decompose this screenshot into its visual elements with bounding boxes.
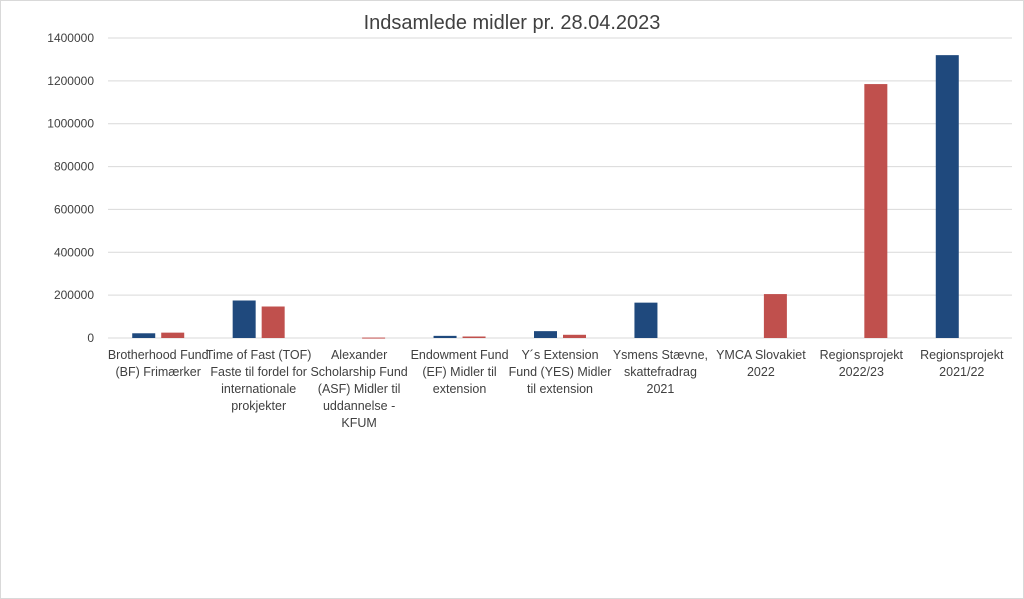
x-category-label-line: Regionsprojekt [820, 348, 904, 362]
bar-series2-8 [864, 84, 888, 338]
y-tick-label: 400000 [54, 245, 94, 259]
bar-series1-2 [232, 300, 256, 338]
bar-series2-7 [763, 294, 787, 338]
y-tick-label: 1200000 [47, 74, 94, 88]
bar-series2-2 [261, 306, 285, 338]
bar-series1-4 [433, 335, 457, 338]
chart-title: Indsamlede midler pr. 28.04.2023 [363, 12, 661, 34]
x-category-label: YMCA Slovakiet 2022 [716, 348, 806, 379]
x-category-label-line: (BF) Frimærker [116, 365, 201, 379]
x-category-label-line: internationale [221, 382, 296, 396]
x-category-label-line: KFUM [341, 416, 376, 430]
y-tick-label: 600000 [54, 202, 94, 216]
x-category-label-line: Brotherhood Fund [108, 348, 209, 362]
x-category-label-line: Time of Fast (TOF) [206, 348, 312, 362]
x-category-label: Ysmens Stævne, skattefradrag 2021 [613, 348, 708, 396]
x-category-label: Regionsprojekt 2021/22 [920, 348, 1004, 379]
x-category-label: Time of Fast (TOF) Faste til fordel for in… [206, 348, 312, 413]
x-category-label-line: prokjekter [231, 399, 286, 413]
x-category-label-line: Ysmens Stævne, [613, 348, 708, 362]
x-category-label-line: 2022 [747, 365, 775, 379]
x-category-label-line: Scholarship Fund [310, 365, 407, 379]
bar-series1-6 [634, 302, 658, 338]
bar-series1-5 [534, 331, 557, 338]
x-category-label: Y´s Extension Fund (YES) Midler til extens… [509, 348, 612, 396]
x-category-label-line: til extension [527, 382, 593, 396]
x-category-label: Alexander Scholarship Fund (ASF) Midler ti… [310, 348, 407, 430]
y-tick-label: 200000 [54, 288, 94, 302]
x-category-label-line: skattefradrag [624, 365, 697, 379]
bar-series2-1 [161, 332, 185, 338]
x-category-label-line: YMCA Slovakiet [716, 348, 806, 362]
x-category-label-line: Alexander [331, 348, 387, 362]
x-category-label-line: extension [433, 382, 487, 396]
x-category-label-line: Endowment Fund [411, 348, 509, 362]
bar-series1-9 [935, 55, 959, 339]
x-category-label-line: Faste til fordel for [210, 365, 307, 379]
y-tick-label: 1000000 [47, 117, 94, 131]
bar-series2-5 [563, 334, 586, 338]
x-category-label-line: Fund (YES) Midler [509, 365, 612, 379]
x-category-label-line: (ASF) Midler til [318, 382, 401, 396]
y-tick-label: 800000 [54, 160, 94, 174]
bar-series2-4 [462, 336, 486, 338]
bar-series2-3 [362, 337, 386, 339]
y-tick-label: 1400000 [47, 31, 94, 45]
x-category-label-line: Y´s Extension [521, 348, 598, 362]
x-category-label-line: 2021 [647, 382, 675, 396]
x-category-label-line: 2021/22 [939, 365, 984, 379]
x-category-label-line: (EF) Midler til [422, 365, 496, 379]
bar-series1-1 [132, 333, 156, 338]
x-category-label-line: Regionsprojekt [920, 348, 1004, 362]
x-category-label: Regionsprojekt 2022/23 [820, 348, 904, 379]
x-category-label: Endowment Fund (EF) Midler til extension [411, 348, 509, 396]
y-tick-label: 0 [87, 331, 94, 345]
x-category-label: Brotherhood Fund (BF) Frimærker [108, 348, 209, 379]
x-category-label-line: uddannelse - [323, 399, 395, 413]
x-category-label-line: 2022/23 [839, 365, 884, 379]
